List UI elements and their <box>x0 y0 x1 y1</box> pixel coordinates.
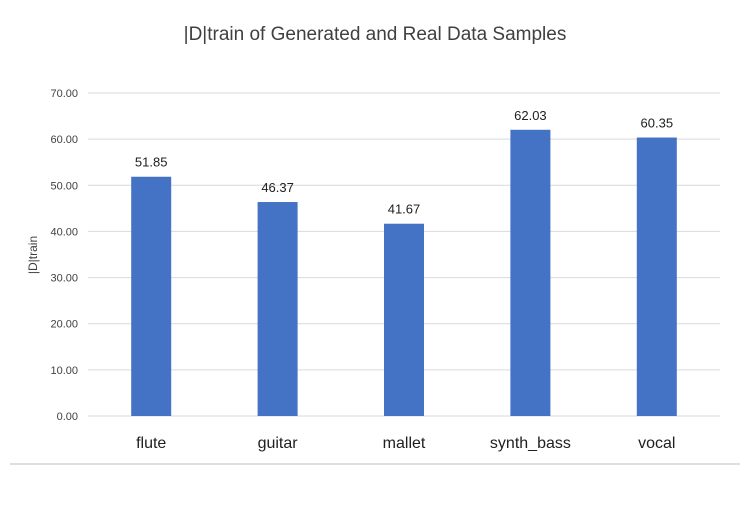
bar-guitar <box>257 202 298 416</box>
bar-mallet <box>384 223 424 416</box>
y-tick-label: 30.00 <box>50 273 78 285</box>
data-label-vocal: 60.35 <box>641 116 674 131</box>
x-tick-label-vocal: vocal <box>638 435 675 452</box>
data-label-flute: 51.85 <box>135 155 168 170</box>
y-tick-label: 0.00 <box>57 411 78 423</box>
y-tick-label: 40.00 <box>50 226 78 238</box>
bar-synth_bass <box>510 129 551 416</box>
y-tick-label: 10.00 <box>50 365 78 377</box>
data-label-mallet: 41.67 <box>388 202 421 217</box>
chart-title: |D|train of Generated and Real Data Samp… <box>184 24 567 45</box>
bar-flute <box>131 176 172 416</box>
x-tick-label-mallet: mallet <box>383 435 426 452</box>
bar-vocal <box>636 137 677 416</box>
x-axis-ticks: flute guitar mallet synth_bass vocal <box>136 435 675 452</box>
y-axis-label: |D|train <box>26 236 40 274</box>
bars <box>131 129 677 416</box>
y-axis-ticks: 0.00 10.00 20.00 30.00 40.00 50.00 60.00 70.00 <box>50 88 78 423</box>
data-label-guitar: 46.37 <box>261 180 294 195</box>
data-label-synth_bass: 62.03 <box>514 108 547 123</box>
y-tick-label: 70.00 <box>50 88 78 100</box>
x-tick-label-guitar: guitar <box>258 435 299 452</box>
x-tick-label-flute: flute <box>136 435 166 452</box>
y-tick-label: 50.00 <box>50 180 78 192</box>
data-labels: 51.85 46.37 41.67 62.03 60.35 <box>135 108 673 217</box>
y-tick-label: 20.00 <box>50 319 78 331</box>
y-tick-label: 60.00 <box>50 134 78 146</box>
x-tick-label-synth_bass: synth_bass <box>490 435 571 452</box>
